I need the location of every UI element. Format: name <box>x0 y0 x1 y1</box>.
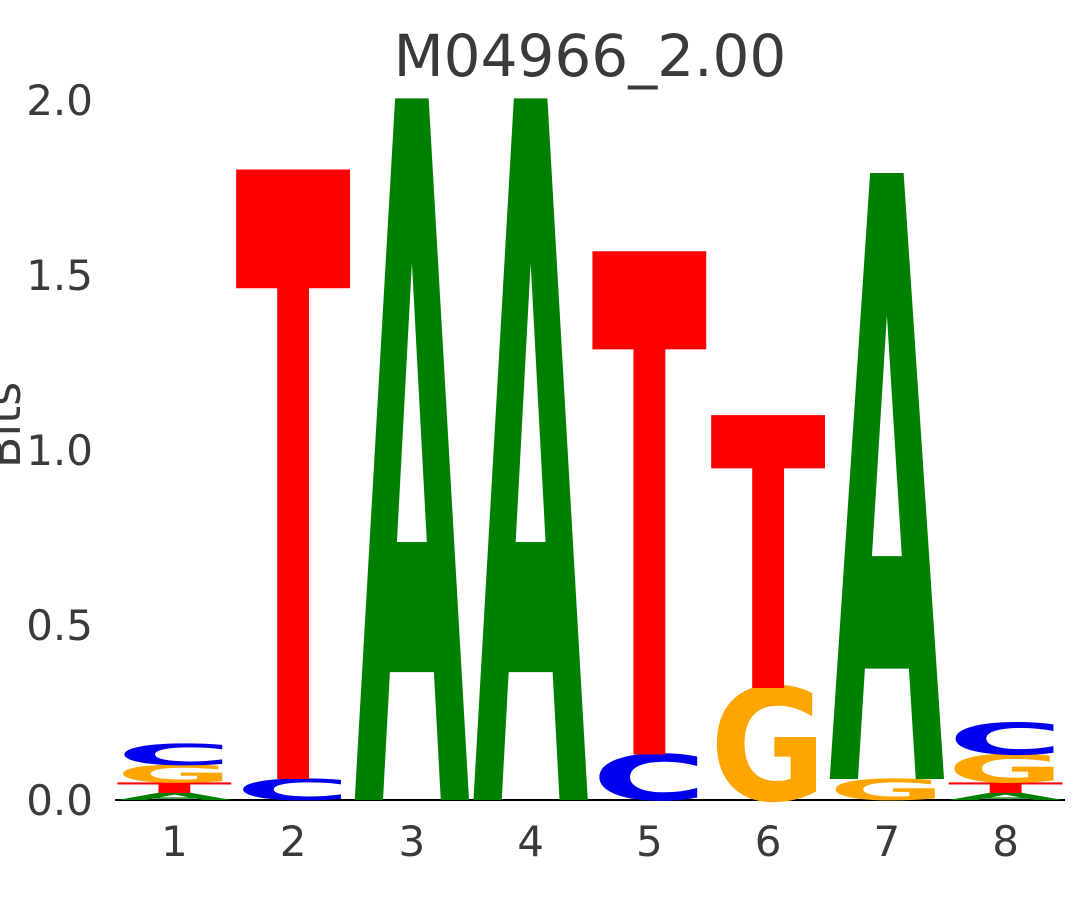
logo-letter-A: A <box>948 791 1064 802</box>
logo-letter-C: C <box>235 773 351 807</box>
logo-letter-C: C <box>116 738 232 772</box>
logo-letter-G: G <box>116 760 233 788</box>
x-tick-label: 1 <box>161 817 188 866</box>
logo-letter-T: T <box>710 340 826 777</box>
y-tick-label: 1.5 <box>26 251 93 300</box>
x-tick-label: 7 <box>874 817 901 866</box>
y-tick-label: 0.0 <box>26 776 93 825</box>
logo-letter-A: A <box>354 0 471 900</box>
logo-letter-T: T <box>592 113 708 900</box>
logo-letter-A: A <box>829 8 946 900</box>
x-tick-label: 6 <box>755 817 782 866</box>
logo-letter-G: G <box>710 657 827 838</box>
x-tick-label: 8 <box>992 817 1019 866</box>
x-tick-label: 5 <box>636 817 663 866</box>
logo-letter-G: G <box>947 746 1064 792</box>
logo-letter-C: C <box>948 714 1064 765</box>
logo-letter-G: G <box>829 773 946 807</box>
x-tick-label: 3 <box>399 817 426 866</box>
x-tick-label: 2 <box>280 817 307 866</box>
logo-letter-A: A <box>473 0 590 900</box>
logo-letter-C: C <box>591 742 707 816</box>
chart-title: M04966_2.00 <box>393 22 787 90</box>
y-tick-label: 2.0 <box>26 76 93 125</box>
logo-letter-T: T <box>948 780 1064 797</box>
y-tick-label: 1.0 <box>26 426 93 475</box>
logo-letter-T: T <box>235 4 351 900</box>
logo-letter-A: A <box>116 791 232 802</box>
x-tick-label: 4 <box>517 817 544 866</box>
logo-letter-T: T <box>117 780 233 797</box>
y-tick-label: 0.5 <box>26 601 93 650</box>
